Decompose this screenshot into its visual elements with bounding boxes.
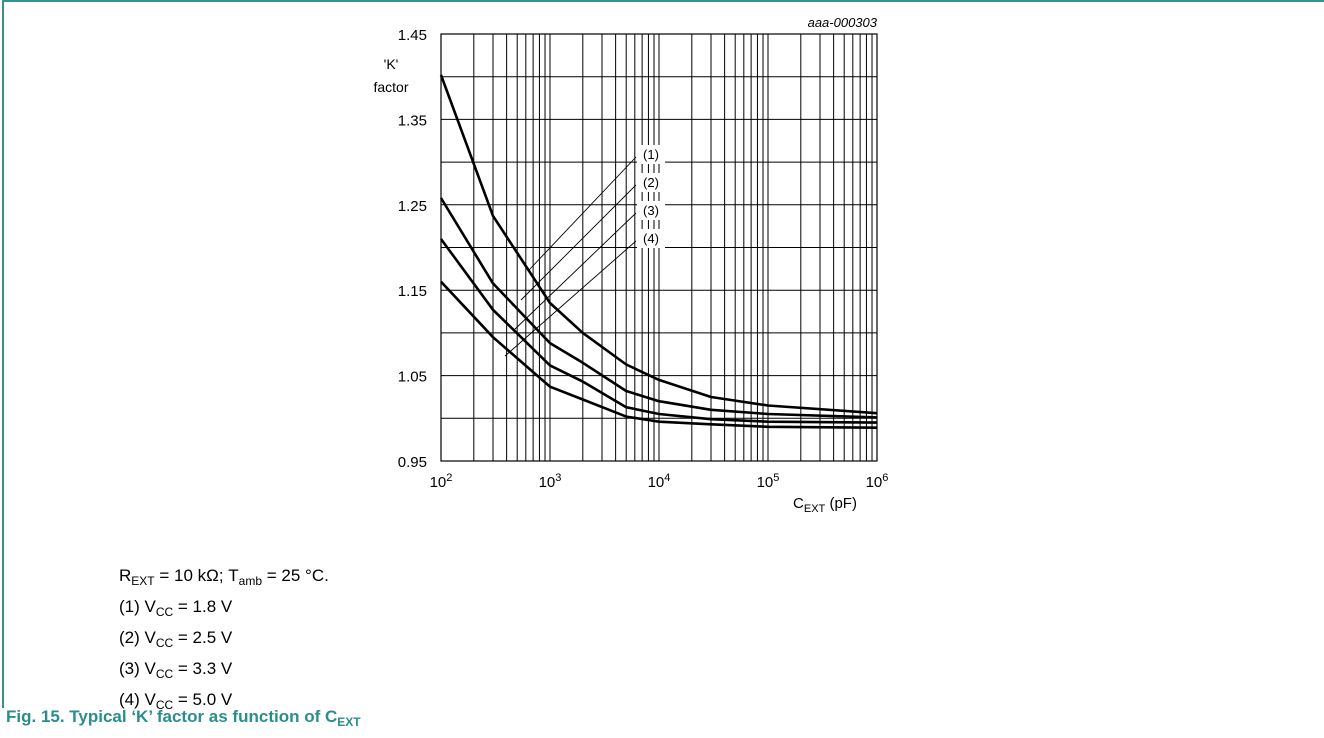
series-label-bg — [637, 173, 665, 192]
y-tick-label: 1.35 — [398, 112, 427, 129]
y-tick-label: 1.05 — [398, 369, 427, 386]
x-tick-label: 102 — [430, 472, 453, 491]
figure-caption: Fig. 15. Typical ‘K’ factor as function … — [6, 707, 361, 729]
series-label-bg — [637, 145, 665, 164]
x-tick-label: 104 — [648, 472, 671, 491]
series-label: (4) — [643, 231, 659, 246]
conditions-note: REXT = 10 kΩ; Tamb = 25 °C. — [119, 566, 329, 588]
series-label: (1) — [643, 147, 659, 162]
chart-grid — [440, 33, 878, 462]
frame-top-border — [2, 0, 1324, 2]
y-tick-label: 1.25 — [398, 198, 427, 215]
leader-line — [528, 156, 637, 271]
leader-line — [512, 212, 637, 332]
series-leader-lines — [504, 145, 665, 357]
series-label: (2) — [643, 175, 659, 190]
y-tick-label: 1.15 — [398, 283, 427, 300]
series-label-bg — [637, 229, 665, 248]
y-tick-label: 0.95 — [398, 454, 427, 471]
figure-id: aaa-000303 — [808, 15, 878, 30]
frame-left-border — [2, 0, 4, 708]
plot-frame — [440, 33, 878, 462]
x-tick-label: 106 — [866, 472, 889, 491]
note-item: (1) VCC = 1.8 V — [119, 597, 233, 619]
x-tick-label: 105 — [757, 472, 780, 491]
leader-line — [504, 240, 637, 357]
note-item: (3) VCC = 3.3 V — [119, 659, 233, 681]
series-line-3 — [439, 238, 878, 424]
series-label-bg — [637, 201, 665, 220]
k-factor-chart: (1) (2) (3) (4) 0.95 1.05 1.15 1.25 1.35 1.45 102 1… — [373, 15, 888, 515]
x-axis-label: CEXT (pF) — [793, 495, 857, 515]
y-tick-label: 1.45 — [398, 27, 427, 44]
series-line-1 — [439, 74, 878, 415]
y-axis-label-line2: factor — [373, 79, 408, 95]
note-item: (2) VCC = 2.5 V — [119, 628, 233, 650]
chart-series — [439, 74, 878, 429]
y-axis-label-line1: 'K' — [384, 56, 399, 72]
series-label: (3) — [643, 203, 659, 218]
series-line-2 — [439, 197, 878, 419]
series-line-4 — [440, 280, 878, 429]
x-tick-label: 103 — [539, 472, 562, 491]
note-item: (4) VCC = 5.0 V — [119, 690, 233, 712]
chart-notes: REXT = 10 kΩ; Tamb = 25 °C. (1) VCC = 1.… — [119, 560, 329, 715]
chart-labels: (1) (2) (3) (4) 0.95 1.05 1.15 1.25 1.35 1.45 102 1… — [373, 15, 888, 515]
leader-line — [520, 184, 637, 301]
